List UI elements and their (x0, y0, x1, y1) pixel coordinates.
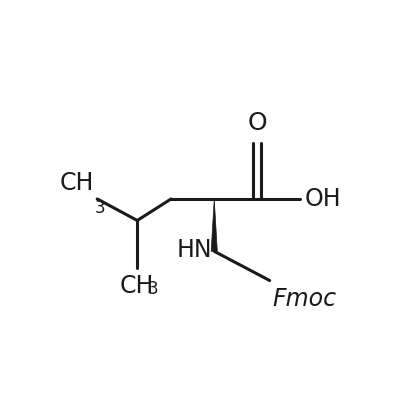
Text: 3: 3 (148, 280, 158, 298)
Text: OH: OH (304, 187, 341, 211)
Text: 3: 3 (95, 199, 106, 217)
Polygon shape (211, 199, 217, 251)
Text: HN: HN (177, 238, 213, 262)
Text: CH: CH (59, 171, 94, 195)
Text: CH: CH (120, 274, 154, 298)
Text: O: O (248, 111, 267, 135)
Text: Fmoc: Fmoc (273, 287, 337, 311)
